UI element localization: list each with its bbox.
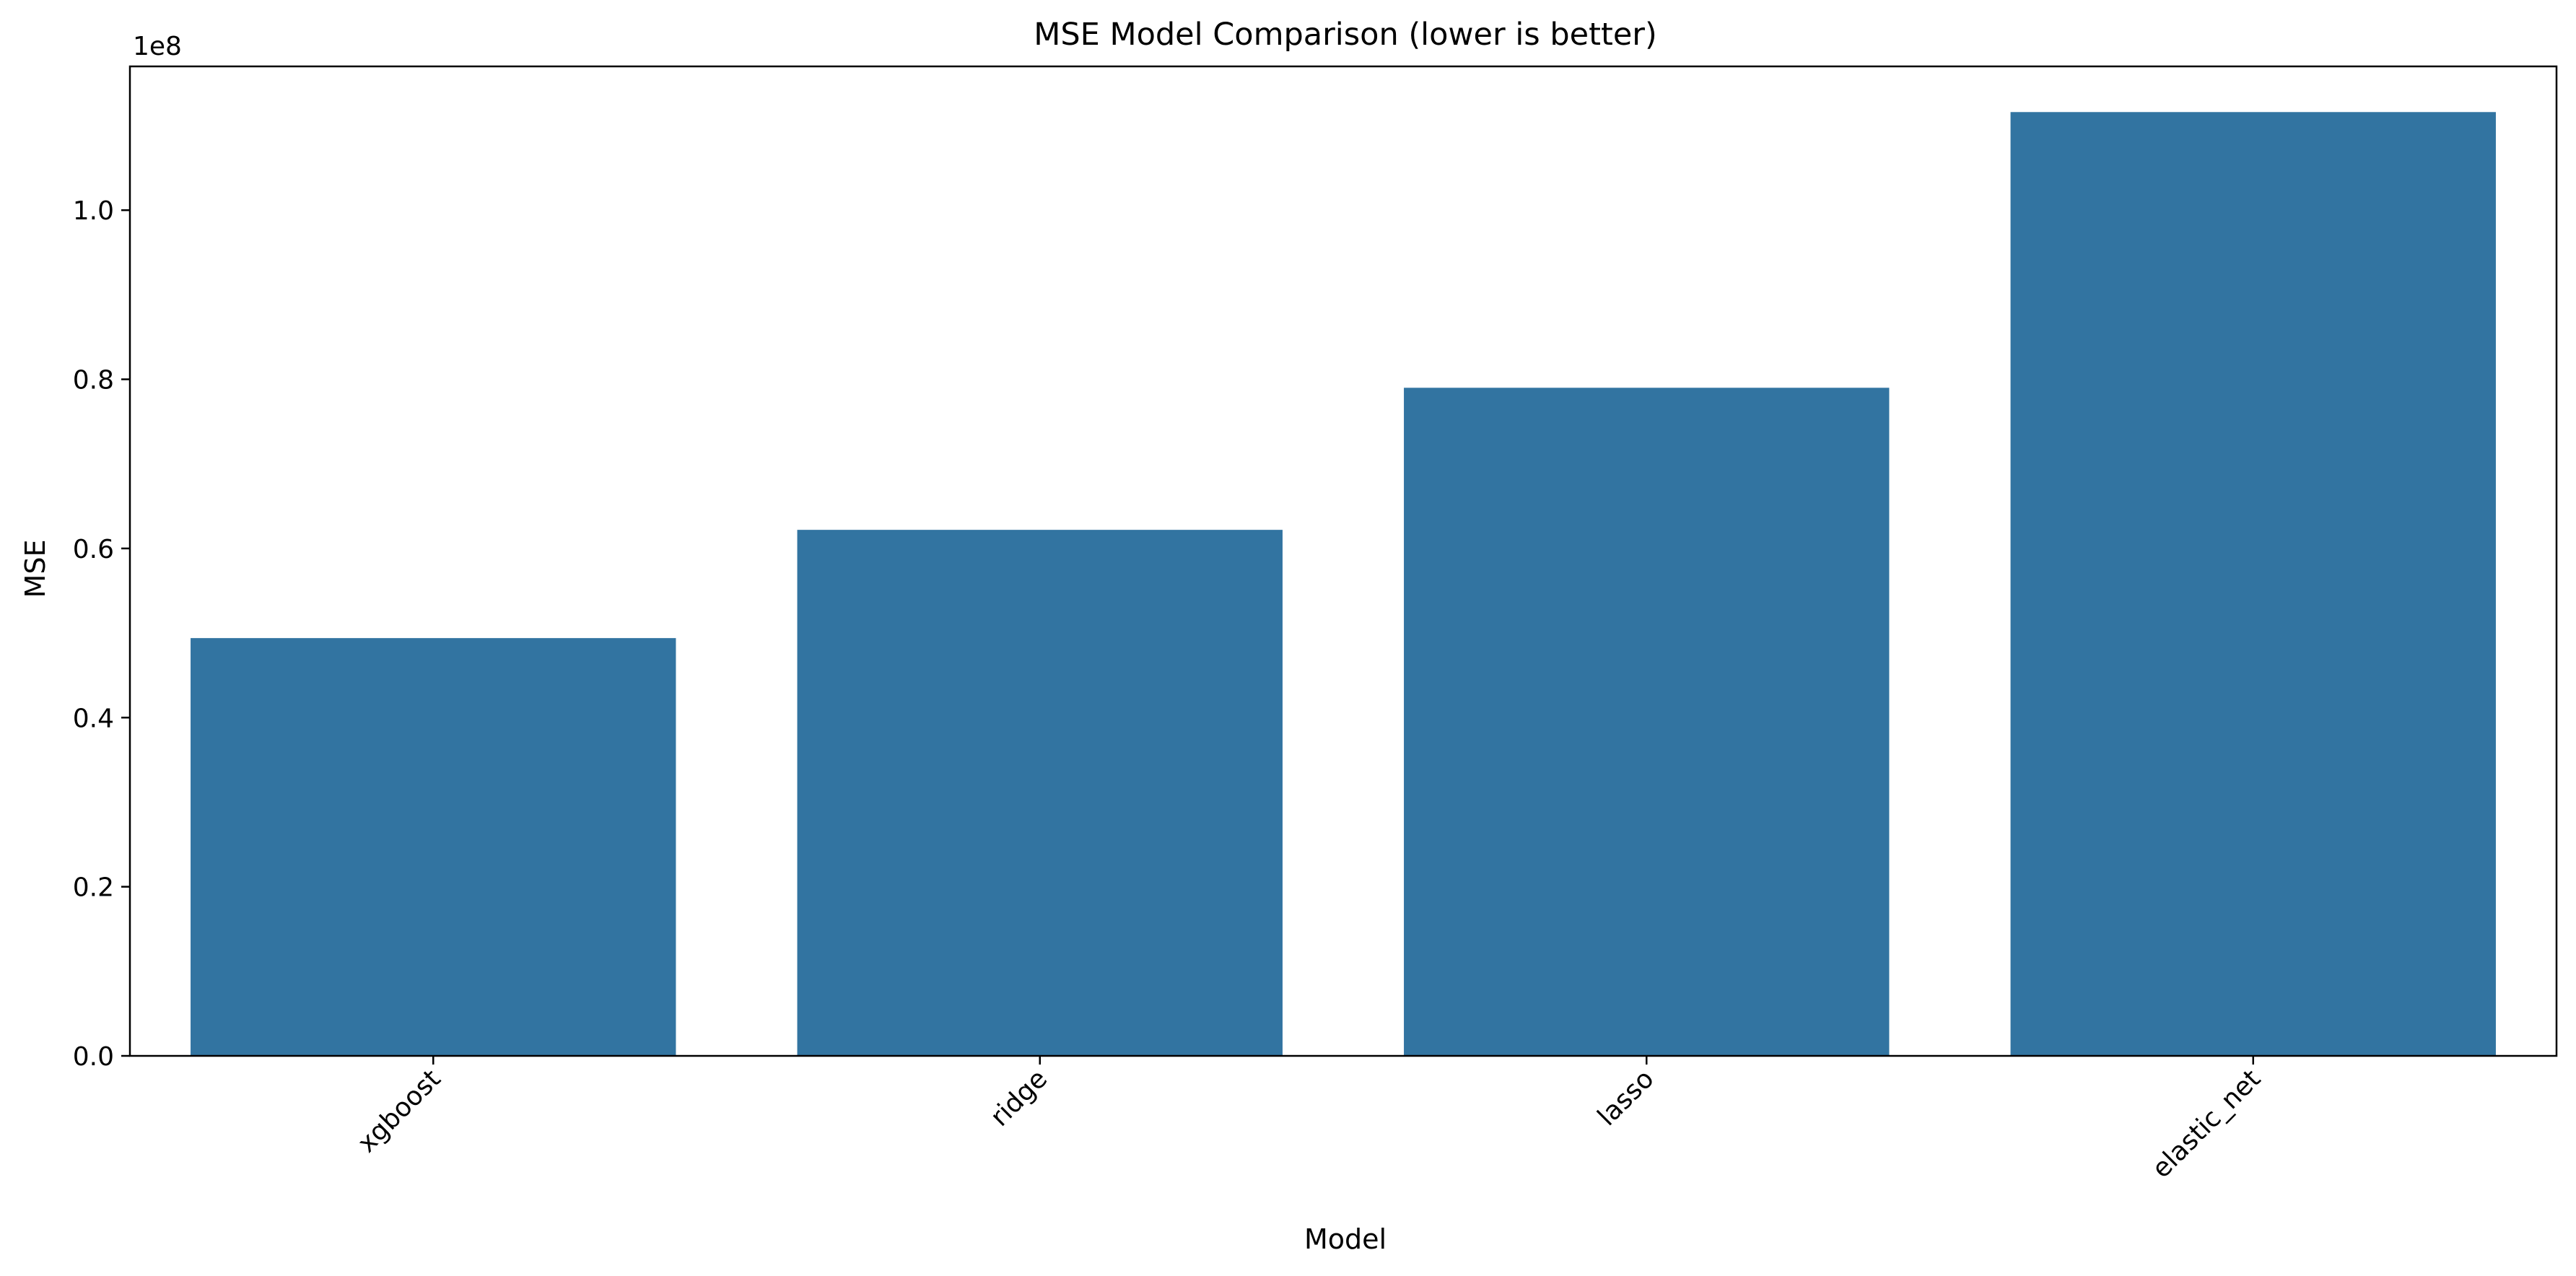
x-tick-label: xgboost (352, 1064, 447, 1158)
bars-group (191, 112, 2496, 1057)
y-tick-label: 0.8 (73, 366, 114, 396)
y-axis-label: MSE (19, 540, 51, 598)
x-tick-label: ridge (985, 1064, 1054, 1132)
bar-ridge (797, 530, 1283, 1056)
y-tick-label: 1.0 (73, 196, 114, 226)
chart-title: MSE Model Comparison (lower is better) (1034, 17, 1657, 53)
x-axis-label: Model (1304, 1223, 1387, 1255)
y-tick-label: 0.4 (73, 704, 114, 733)
bar-xgboost (191, 638, 676, 1056)
y-tick-label: 0.2 (73, 873, 114, 903)
bar-lasso (1404, 388, 1890, 1056)
y-tick-label: 0.6 (73, 535, 114, 564)
plot-frame (128, 65, 2558, 1057)
y-axis-offset-label: 1e8 (133, 32, 182, 61)
x-tick-label: lasso (1592, 1064, 1660, 1132)
y-axis-ticks: 0.0 0.2 0.4 0.6 0.8 1.0 (73, 196, 130, 1072)
y-tick-label: 0.0 (73, 1042, 114, 1072)
x-tick-label: elastic_net (2147, 1064, 2266, 1184)
bar-elastic_net (2010, 112, 2496, 1057)
x-axis-ticks: xgboost ridge lasso elastic_net (352, 1056, 2266, 1184)
